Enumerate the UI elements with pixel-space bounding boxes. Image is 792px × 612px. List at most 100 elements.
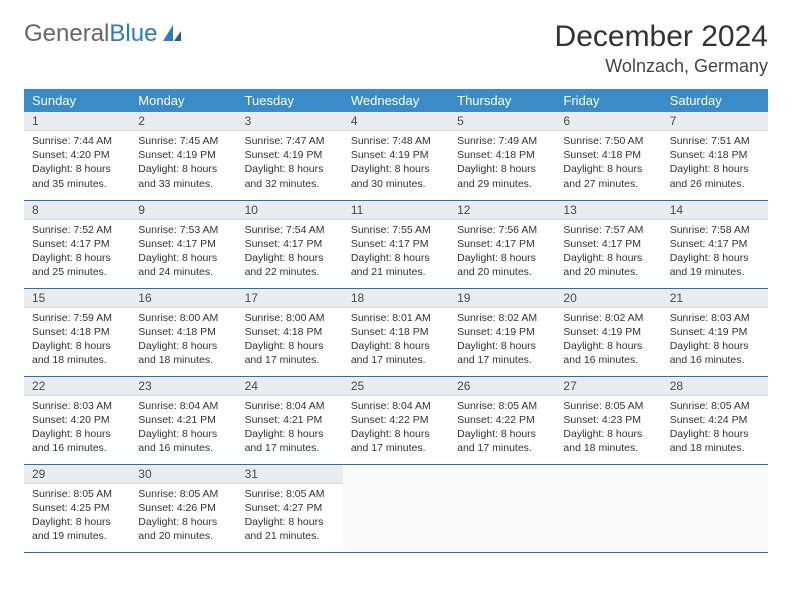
sunrise-line: Sunrise: 8:05 AM — [457, 399, 547, 413]
sunset-line: Sunset: 4:23 PM — [563, 413, 653, 427]
daylight-line-2: and 29 minutes. — [457, 177, 547, 191]
day-number: 15 — [24, 289, 130, 308]
calendar-day-cell: 4Sunrise: 7:48 AMSunset: 4:19 PMDaylight… — [343, 112, 449, 200]
sunset-line: Sunset: 4:18 PM — [670, 148, 760, 162]
weekday-header: Monday — [130, 89, 236, 112]
calendar-day-cell: 28Sunrise: 8:05 AMSunset: 4:24 PMDayligh… — [662, 376, 768, 464]
sunset-line: Sunset: 4:17 PM — [32, 237, 122, 251]
day-number: 25 — [343, 377, 449, 396]
sunrise-line: Sunrise: 8:04 AM — [245, 399, 335, 413]
calendar-day-cell — [449, 464, 555, 552]
day-details: Sunrise: 7:49 AMSunset: 4:18 PMDaylight:… — [449, 131, 555, 195]
sunset-line: Sunset: 4:18 PM — [32, 325, 122, 339]
calendar-day-cell: 7Sunrise: 7:51 AMSunset: 4:18 PMDaylight… — [662, 112, 768, 200]
daylight-line-2: and 32 minutes. — [245, 177, 335, 191]
sunrise-line: Sunrise: 7:47 AM — [245, 134, 335, 148]
page-header: GeneralBlue December 2024 Wolnzach, Germ… — [24, 20, 768, 77]
day-number: 21 — [662, 289, 768, 308]
day-number: 20 — [555, 289, 661, 308]
sunrise-line: Sunrise: 8:05 AM — [138, 487, 228, 501]
sunset-line: Sunset: 4:20 PM — [32, 413, 122, 427]
day-details: Sunrise: 8:01 AMSunset: 4:18 PMDaylight:… — [343, 308, 449, 372]
sunset-line: Sunset: 4:26 PM — [138, 501, 228, 515]
calendar-day-cell: 5Sunrise: 7:49 AMSunset: 4:18 PMDaylight… — [449, 112, 555, 200]
daylight-line: Daylight: 8 hours — [351, 339, 441, 353]
calendar-day-cell: 26Sunrise: 8:05 AMSunset: 4:22 PMDayligh… — [449, 376, 555, 464]
calendar-head: SundayMondayTuesdayWednesdayThursdayFrid… — [24, 89, 768, 112]
day-number: 11 — [343, 201, 449, 220]
daylight-line-2: and 18 minutes. — [670, 441, 760, 455]
daylight-line: Daylight: 8 hours — [138, 251, 228, 265]
sunset-line: Sunset: 4:18 PM — [351, 325, 441, 339]
calendar-day-cell — [662, 464, 768, 552]
day-number: 23 — [130, 377, 236, 396]
daylight-line: Daylight: 8 hours — [32, 162, 122, 176]
sunrise-line: Sunrise: 7:59 AM — [32, 311, 122, 325]
sunrise-line: Sunrise: 8:03 AM — [670, 311, 760, 325]
sunrise-line: Sunrise: 7:44 AM — [32, 134, 122, 148]
sunset-line: Sunset: 4:22 PM — [457, 413, 547, 427]
sunset-line: Sunset: 4:17 PM — [245, 237, 335, 251]
daylight-line: Daylight: 8 hours — [245, 251, 335, 265]
daylight-line-2: and 19 minutes. — [670, 265, 760, 279]
sunrise-line: Sunrise: 7:56 AM — [457, 223, 547, 237]
calendar-day-cell: 27Sunrise: 8:05 AMSunset: 4:23 PMDayligh… — [555, 376, 661, 464]
daylight-line-2: and 18 minutes. — [563, 441, 653, 455]
day-details: Sunrise: 7:48 AMSunset: 4:19 PMDaylight:… — [343, 131, 449, 195]
day-number: 14 — [662, 201, 768, 220]
calendar-day-cell: 21Sunrise: 8:03 AMSunset: 4:19 PMDayligh… — [662, 288, 768, 376]
sunrise-line: Sunrise: 7:53 AM — [138, 223, 228, 237]
daylight-line: Daylight: 8 hours — [245, 515, 335, 529]
sunset-line: Sunset: 4:21 PM — [245, 413, 335, 427]
day-details: Sunrise: 7:55 AMSunset: 4:17 PMDaylight:… — [343, 220, 449, 284]
sunrise-line: Sunrise: 8:01 AM — [351, 311, 441, 325]
calendar-day-cell: 25Sunrise: 8:04 AMSunset: 4:22 PMDayligh… — [343, 376, 449, 464]
day-number: 24 — [237, 377, 343, 396]
sunset-line: Sunset: 4:17 PM — [563, 237, 653, 251]
sunrise-line: Sunrise: 8:05 AM — [245, 487, 335, 501]
day-number: 9 — [130, 201, 236, 220]
sunrise-line: Sunrise: 7:51 AM — [670, 134, 760, 148]
sunrise-line: Sunrise: 8:04 AM — [138, 399, 228, 413]
sunrise-line: Sunrise: 7:49 AM — [457, 134, 547, 148]
sunrise-line: Sunrise: 8:02 AM — [563, 311, 653, 325]
sunset-line: Sunset: 4:18 PM — [138, 325, 228, 339]
day-number: 6 — [555, 112, 661, 131]
day-details: Sunrise: 7:58 AMSunset: 4:17 PMDaylight:… — [662, 220, 768, 284]
day-details: Sunrise: 8:05 AMSunset: 4:26 PMDaylight:… — [130, 484, 236, 548]
calendar-day-cell: 31Sunrise: 8:05 AMSunset: 4:27 PMDayligh… — [237, 464, 343, 552]
daylight-line-2: and 16 minutes. — [563, 353, 653, 367]
daylight-line: Daylight: 8 hours — [351, 427, 441, 441]
day-number: 19 — [449, 289, 555, 308]
day-details: Sunrise: 7:53 AMSunset: 4:17 PMDaylight:… — [130, 220, 236, 284]
daylight-line-2: and 17 minutes. — [351, 353, 441, 367]
calendar-week-row: 8Sunrise: 7:52 AMSunset: 4:17 PMDaylight… — [24, 200, 768, 288]
daylight-line-2: and 17 minutes. — [457, 441, 547, 455]
daylight-line: Daylight: 8 hours — [138, 515, 228, 529]
day-details: Sunrise: 8:02 AMSunset: 4:19 PMDaylight:… — [555, 308, 661, 372]
sunset-line: Sunset: 4:24 PM — [670, 413, 760, 427]
daylight-line-2: and 20 minutes. — [457, 265, 547, 279]
sunrise-line: Sunrise: 8:02 AM — [457, 311, 547, 325]
sunset-line: Sunset: 4:18 PM — [245, 325, 335, 339]
daylight-line: Daylight: 8 hours — [351, 251, 441, 265]
calendar-day-cell: 24Sunrise: 8:04 AMSunset: 4:21 PMDayligh… — [237, 376, 343, 464]
calendar-day-cell: 29Sunrise: 8:05 AMSunset: 4:25 PMDayligh… — [24, 464, 130, 552]
daylight-line-2: and 18 minutes. — [138, 353, 228, 367]
sunrise-line: Sunrise: 8:04 AM — [351, 399, 441, 413]
calendar-week-row: 15Sunrise: 7:59 AMSunset: 4:18 PMDayligh… — [24, 288, 768, 376]
weekday-header: Thursday — [449, 89, 555, 112]
calendar-day-cell: 13Sunrise: 7:57 AMSunset: 4:17 PMDayligh… — [555, 200, 661, 288]
sunrise-line: Sunrise: 8:03 AM — [32, 399, 122, 413]
calendar-day-cell: 9Sunrise: 7:53 AMSunset: 4:17 PMDaylight… — [130, 200, 236, 288]
daylight-line-2: and 22 minutes. — [245, 265, 335, 279]
sunset-line: Sunset: 4:19 PM — [245, 148, 335, 162]
location-label: Wolnzach, Germany — [555, 56, 768, 77]
calendar-week-row: 1Sunrise: 7:44 AMSunset: 4:20 PMDaylight… — [24, 112, 768, 200]
day-details: Sunrise: 8:05 AMSunset: 4:24 PMDaylight:… — [662, 396, 768, 460]
sunset-line: Sunset: 4:20 PM — [32, 148, 122, 162]
day-details: Sunrise: 8:02 AMSunset: 4:19 PMDaylight:… — [449, 308, 555, 372]
day-details: Sunrise: 8:05 AMSunset: 4:23 PMDaylight:… — [555, 396, 661, 460]
sunset-line: Sunset: 4:19 PM — [351, 148, 441, 162]
daylight-line-2: and 21 minutes. — [245, 529, 335, 543]
